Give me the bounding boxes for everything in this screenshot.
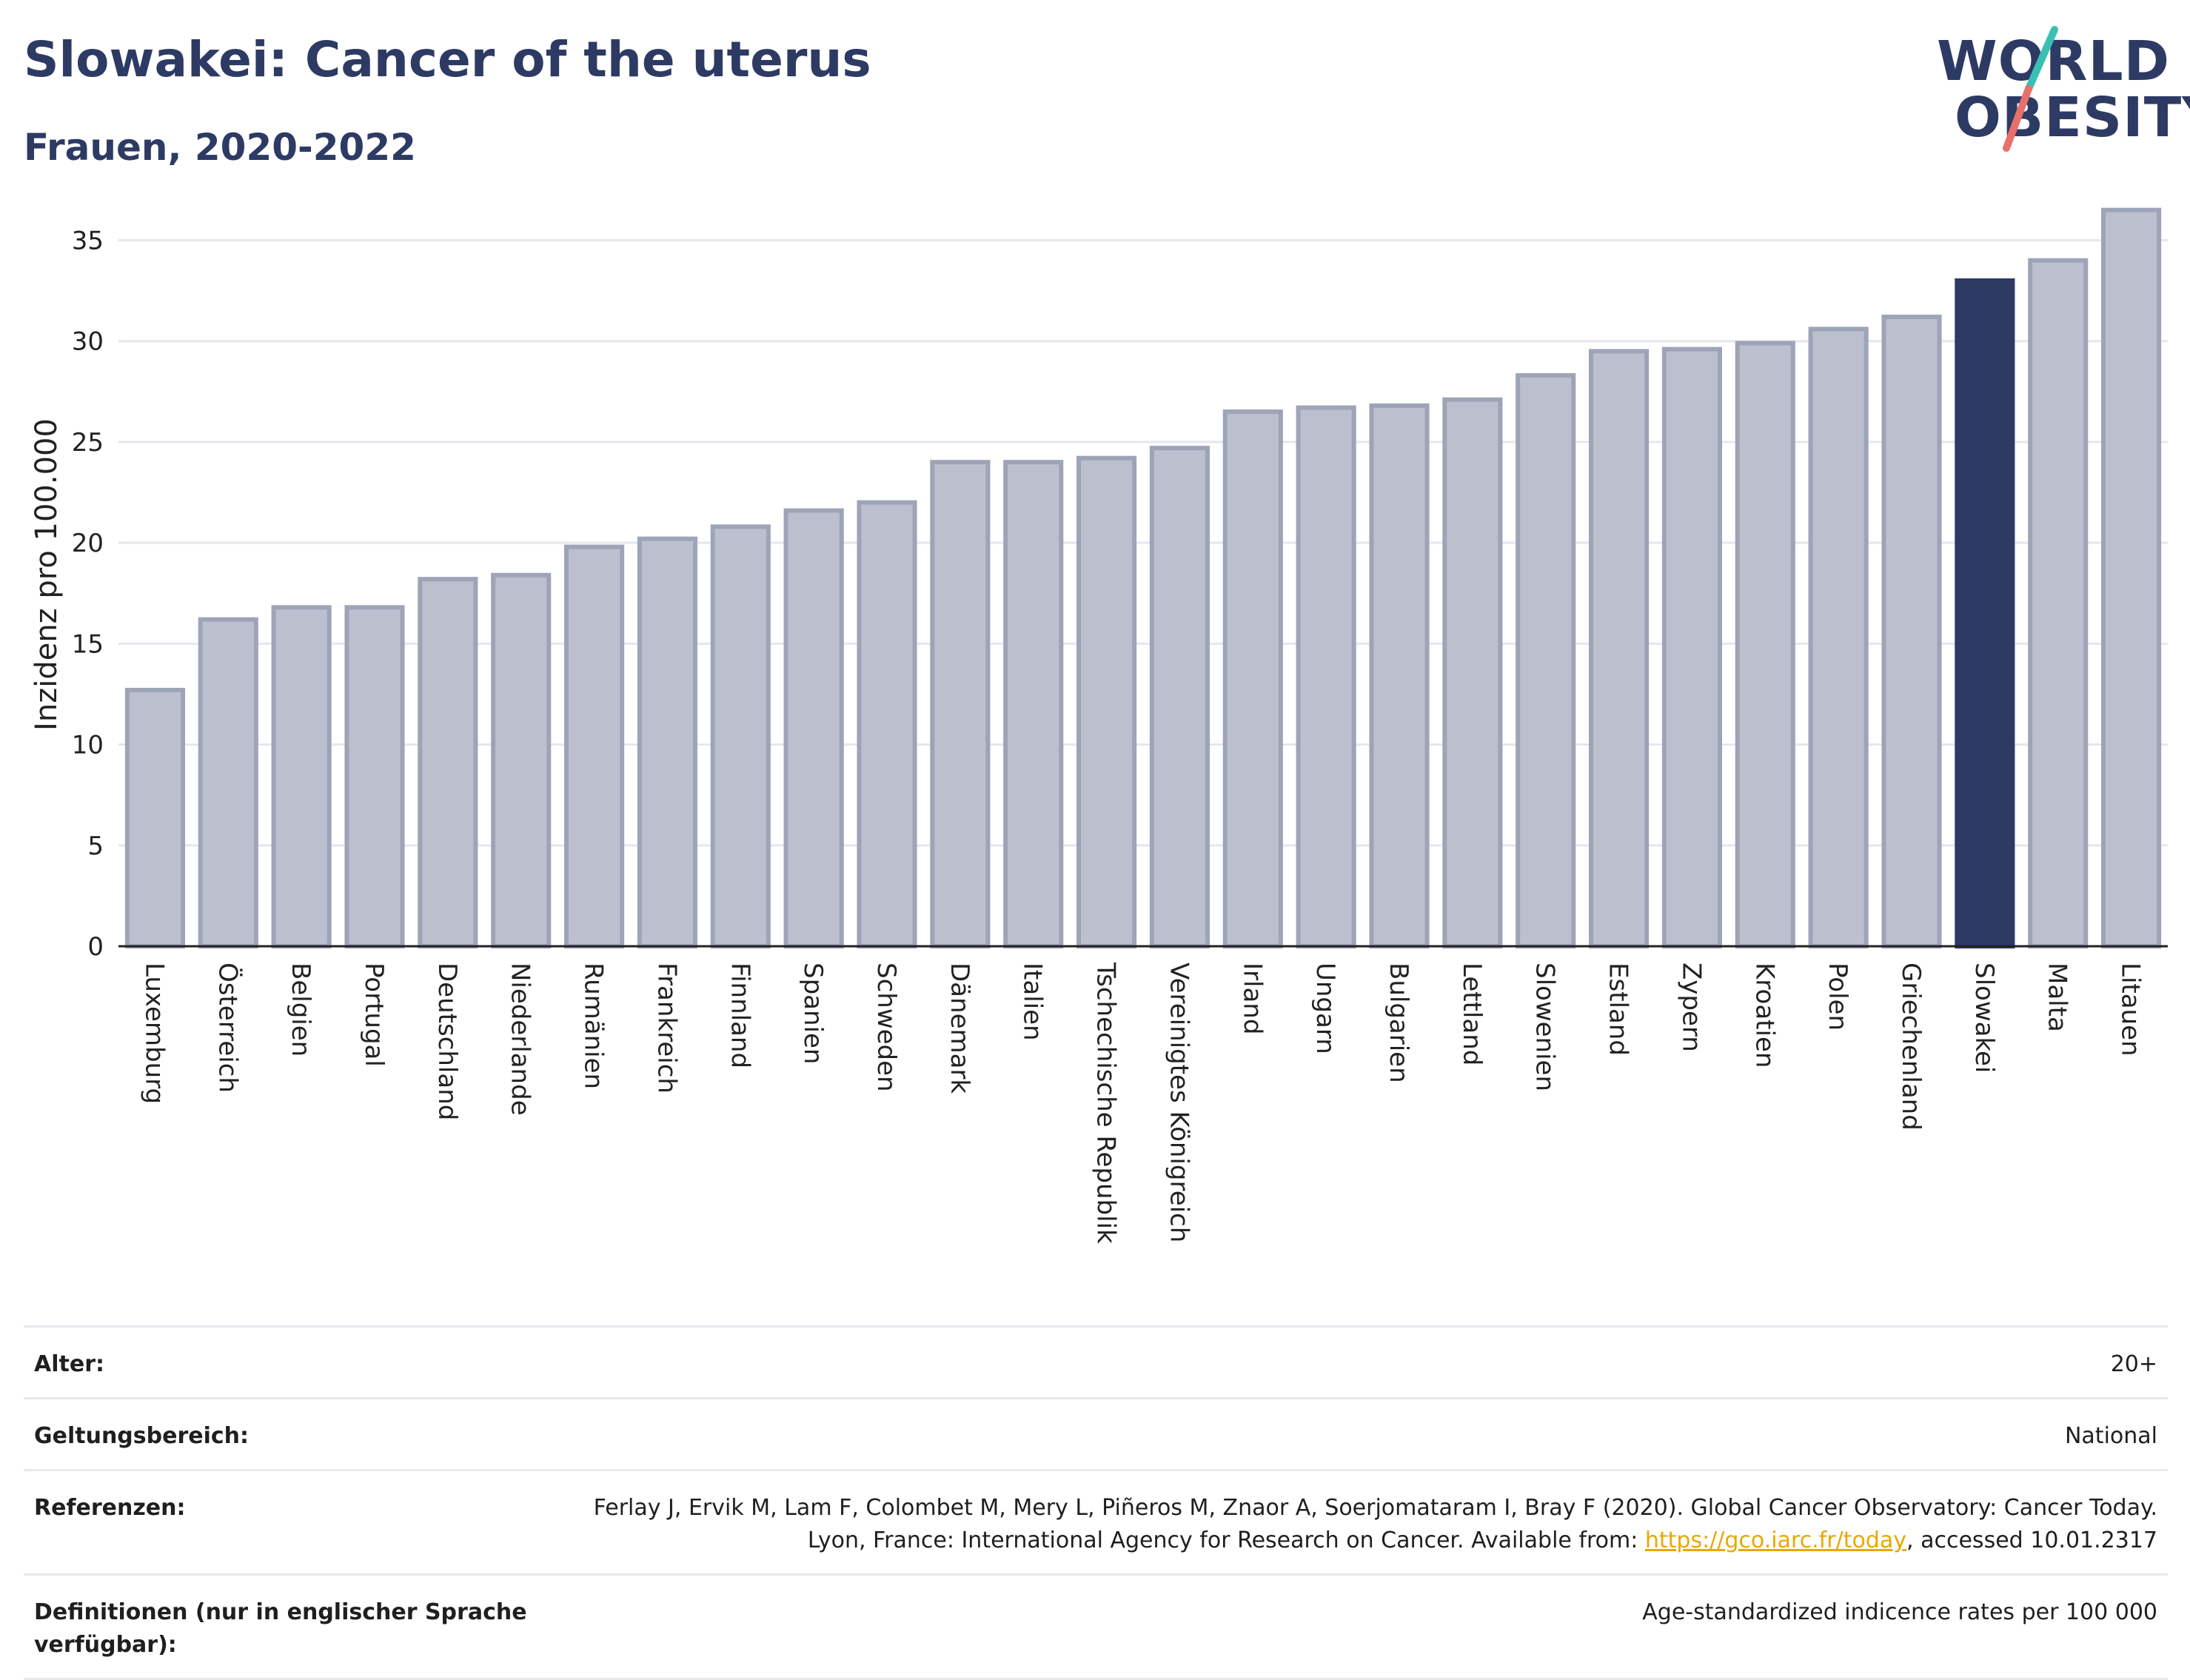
y-tick-label: 15 bbox=[72, 629, 104, 659]
bar-litauen bbox=[2101, 207, 2162, 948]
references-label: Referenzen: bbox=[34, 1495, 186, 1521]
x-tick-label: Portugal bbox=[359, 963, 389, 1067]
bar-malta bbox=[2028, 258, 2089, 948]
bar-slowakei bbox=[1955, 278, 2015, 948]
scope-label: Geltungsbereich: bbox=[34, 1423, 250, 1449]
x-tick-label: Belgien bbox=[286, 963, 315, 1057]
bar-estland bbox=[1589, 349, 1650, 948]
y-axis-label: Inzidenz pro 100.000 bbox=[30, 418, 64, 731]
y-tick-label: 25 bbox=[72, 428, 104, 458]
y-tick-label: 10 bbox=[72, 731, 104, 760]
bar-spanien bbox=[783, 508, 844, 948]
x-tick-label: Estland bbox=[1604, 963, 1633, 1056]
x-tick-label: Rumänien bbox=[579, 963, 609, 1089]
x-tick-label: Polen bbox=[1823, 963, 1852, 1031]
info-row-age: Alter: 20+ bbox=[24, 1325, 2168, 1397]
info-row-references: Referenzen: Ferlay J, Ervik M, Lam F, Co… bbox=[24, 1469, 2168, 1573]
bar-irland bbox=[1222, 409, 1283, 948]
y-tick-label: 0 bbox=[87, 932, 104, 962]
x-tick-label: Kroatien bbox=[1749, 963, 1779, 1068]
bar-rumänien bbox=[564, 544, 625, 948]
x-tick-label: Litauen bbox=[2116, 963, 2146, 1057]
x-tick-label: Italien bbox=[1018, 963, 1048, 1041]
info-table: Alter: 20+ Geltungsbereich: National Ref… bbox=[24, 1325, 2168, 1680]
bar-vereinigtes-königreich bbox=[1149, 446, 1210, 948]
bar-slowenien bbox=[1516, 373, 1576, 948]
bar-tschechische-republik bbox=[1076, 455, 1137, 948]
bar-frankreich bbox=[637, 536, 697, 948]
bar-polen bbox=[1808, 327, 1869, 948]
logo-line-2: OBESITY bbox=[1955, 86, 2190, 150]
bar-griechenland bbox=[1881, 315, 1942, 948]
bar-schweden bbox=[857, 500, 917, 948]
x-tick-label: Zypern bbox=[1676, 963, 1706, 1052]
bar-luxemburg bbox=[124, 688, 185, 948]
scope-value: National bbox=[2064, 1423, 2157, 1449]
chart-subtitle: Frauen, 2020-2022 bbox=[24, 126, 416, 169]
age-value: 20+ bbox=[2110, 1351, 2157, 1377]
x-tick-label: Slowakei bbox=[1969, 963, 1999, 1073]
y-tick-label: 35 bbox=[72, 226, 104, 255]
x-tick-label: Dänemark bbox=[945, 963, 974, 1094]
bar-italien bbox=[1003, 460, 1064, 948]
y-tick-label: 20 bbox=[72, 529, 104, 558]
x-tick-label: Tschechische Republik bbox=[1091, 962, 1121, 1244]
chart-title: Slowakei: Cancer of the uterus bbox=[24, 31, 871, 88]
definitions-value: Age-standardized indicence rates per 100… bbox=[1642, 1599, 2157, 1625]
definitions-label: Definitionen (nur in englischer Sprache … bbox=[34, 1599, 527, 1658]
bar-finnland bbox=[710, 524, 771, 948]
bar-ungarn bbox=[1296, 405, 1356, 948]
bar-kroatien bbox=[1735, 341, 1795, 949]
y-tick-label: 5 bbox=[87, 831, 104, 861]
y-tick-label: 30 bbox=[72, 327, 104, 357]
info-row-definitions: Definitionen (nur in englischer Sprache … bbox=[24, 1573, 2168, 1680]
x-tick-label: Spanien bbox=[798, 963, 828, 1064]
bar-bulgarien bbox=[1369, 403, 1430, 948]
bar-zypern bbox=[1661, 347, 1722, 949]
bar-lettland bbox=[1442, 397, 1503, 948]
bar-belgien bbox=[271, 605, 332, 949]
bar-dänemark bbox=[930, 460, 991, 948]
x-tick-label: Niederlande bbox=[506, 963, 535, 1116]
bar-niederlande bbox=[491, 572, 552, 948]
x-tick-label: Malta bbox=[2043, 963, 2072, 1032]
bar-portugal bbox=[344, 605, 405, 949]
bar-chart: 0 5 10 15 20 25 30 35 Luxemburg Österreich Belgien… bbox=[30, 207, 2168, 1244]
x-tick-label: Österreich bbox=[212, 963, 243, 1093]
x-tick-label: Ungarn bbox=[1310, 963, 1340, 1054]
bars bbox=[124, 207, 2162, 949]
x-tick-label: Finnland bbox=[725, 963, 754, 1068]
x-tick-label: Slowenien bbox=[1530, 963, 1560, 1091]
references-text: Ferlay J, Ervik M, Lam F, Colombet M, Me… bbox=[593, 1495, 2157, 1553]
x-tick-label: Frankreich bbox=[652, 963, 681, 1094]
references-accessed: , accessed 10.01.2317 bbox=[1906, 1527, 2157, 1553]
axes: 0 5 10 15 20 25 30 35 Luxemburg Österreich Belgien… bbox=[72, 226, 2168, 1244]
age-label: Alter: bbox=[34, 1351, 104, 1377]
references-value: Ferlay J, Ervik M, Lam F, Colombet M, Me… bbox=[566, 1492, 2157, 1557]
references-link[interactable]: https://gco.iarc.fr/today bbox=[1644, 1527, 1907, 1553]
x-tick-label: Deutschland bbox=[432, 963, 462, 1120]
logo-slash-icon bbox=[2003, 26, 2058, 152]
x-tick-label: Griechenland bbox=[1896, 963, 1926, 1131]
info-row-scope: Geltungsbereich: National bbox=[24, 1397, 2168, 1469]
bar-österreich bbox=[198, 617, 258, 949]
x-tick-label: Luxemburg bbox=[139, 963, 169, 1104]
world-obesity-logo: WORLD OBESITY bbox=[1925, 15, 2190, 163]
x-tick-label: Schweden bbox=[871, 963, 901, 1092]
x-tick-label: Vereinigtes Königreich bbox=[1164, 963, 1193, 1242]
x-tick-label: Irland bbox=[1237, 963, 1267, 1034]
bar-deutschland bbox=[418, 577, 478, 948]
x-tick-label: Bulgarien bbox=[1384, 963, 1413, 1083]
x-tick-label: Lettland bbox=[1457, 963, 1487, 1065]
